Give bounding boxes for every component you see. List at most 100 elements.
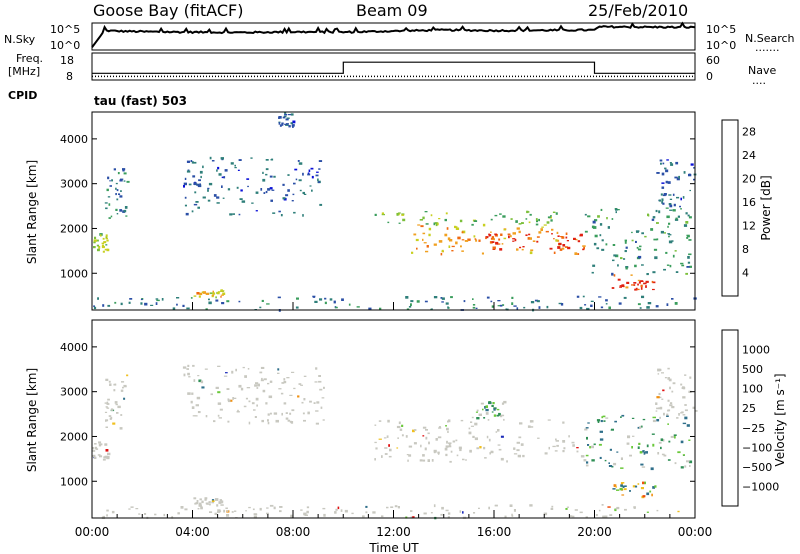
scatter-cell [678,413,680,416]
scatter-cell [622,415,624,417]
power-ylabel: Slant Range [km] [25,160,39,264]
scatter-cell [586,436,588,440]
scatter-cell [245,397,248,400]
scatter-cell [683,224,688,227]
scatter-cell [599,234,602,237]
scatter-cell [596,247,600,250]
scatter-cell [527,237,531,240]
scatter-cell [496,408,500,411]
scatter-cell [605,417,609,419]
scatter-cell [115,187,117,190]
scatter-cell [285,118,289,121]
scatter-cell [102,515,105,519]
scatter-cell [344,509,348,513]
scatter-cell [106,403,110,405]
scatter-cell [615,508,618,510]
scatter-cell [513,453,518,455]
scatter-cell [535,223,539,226]
scatter-cell [678,175,680,179]
scatter-cell [425,429,428,431]
scatter-cell [510,218,513,220]
scatter-cell [94,443,97,445]
scatter-cell [681,387,684,389]
scatter-cell [666,159,669,161]
scatter-cell [195,404,199,407]
scatter-cell [381,213,385,216]
scatter-cell [94,446,98,450]
scatter-cell [613,274,616,277]
scatter-cell [97,454,101,456]
scatter-cell [310,167,314,170]
power-scatter-marks [93,112,697,312]
scatter-cell [315,174,319,177]
scatter-cell [668,194,672,196]
velocity-colorbar-tick: 25 [742,402,756,415]
scatter-cell [576,447,579,449]
scatter-cell [449,239,453,242]
scatter-cell [423,242,427,244]
scatter-cell [96,239,99,242]
scatter-cell [631,446,633,449]
scatter-cell [273,175,276,178]
scatter-cell [218,501,222,504]
scatter-cell [652,281,656,284]
freq-label-line2: [MHz] [8,65,40,78]
scatter-cell [662,202,665,205]
scatter-cell [220,296,222,298]
scatter-cell [176,297,180,299]
scatter-cell [655,402,658,405]
scatter-cell [304,514,308,516]
scatter-cell [668,378,672,382]
scatter-cell [529,213,532,216]
x-tick-label: 16:00 [477,525,512,539]
scatter-cell [536,300,540,303]
scatter-cell [584,213,587,216]
scatter-cell [684,409,688,412]
scatter-cell [211,499,215,501]
scatter-cell [670,435,675,438]
scatter-cell [642,450,645,453]
scatter-cell [433,296,438,299]
scatter-cell [516,248,519,251]
scatter-cell [297,160,300,162]
scatter-cell [685,221,689,224]
scatter-cell [485,236,489,239]
scatter-cell [123,384,127,387]
scatter-cell [230,162,234,165]
scatter-cell [562,450,565,453]
scatter-cell [223,176,226,179]
scatter-cell [266,507,269,509]
cpid-label: CPID [8,89,37,102]
scatter-cell [516,449,520,452]
scatter-cell [643,452,646,455]
scatter-cell [113,168,116,171]
time-axis-label: Time UT [368,541,419,554]
scatter-cell [212,292,216,295]
scatter-cell [287,419,291,422]
scatter-cell [422,459,426,462]
scatter-cell [199,292,203,296]
scatter-cell [194,191,197,194]
scatter-cell [656,238,659,241]
scatter-cell [193,161,197,164]
power-y-axis: 1000 2000 3000 4000 [60,133,695,280]
scatter-cell [245,510,247,512]
scatter-cell [208,301,212,305]
scatter-cell [102,237,105,240]
scatter-cell [388,455,392,458]
scatter-cell [459,448,462,452]
scatter-cell [509,504,513,507]
scatter-cell [543,224,547,226]
scatter-cell [604,459,607,462]
scatter-cell [431,459,434,462]
nave-tick-bottom: 0 [706,70,713,83]
freq-line [92,61,695,74]
scatter-cell [110,408,114,411]
scatter-cell [401,424,404,427]
scatter-cell [550,215,552,217]
scatter-cell [551,233,553,235]
scatter-cell [611,466,614,468]
scatter-cell [528,221,531,224]
scatter-cell [492,238,495,241]
scatter-cell [365,511,368,514]
